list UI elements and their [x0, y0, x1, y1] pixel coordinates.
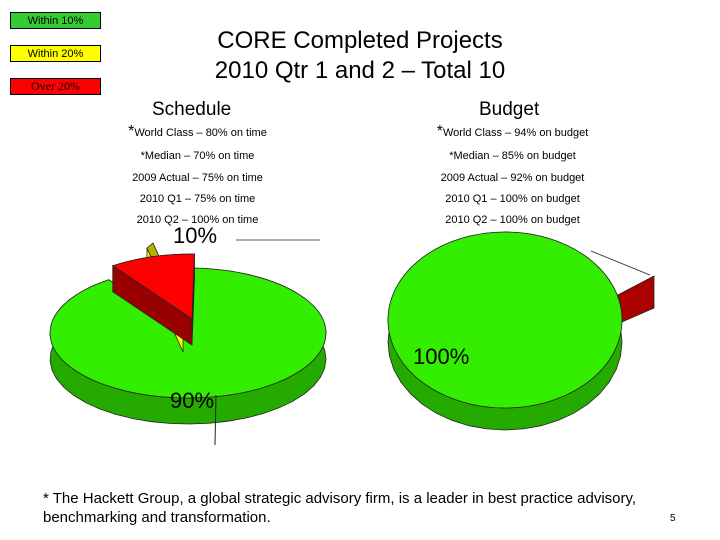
footnote: * The Hackett Group, a global strategic … — [43, 490, 637, 526]
legend-over-20: Over 20% — [10, 78, 101, 95]
legend-label: Over 20% — [31, 79, 80, 93]
slide-title-line1: CORE Completed Projects — [217, 27, 503, 54]
schedule-2010-q2: 2010 Q2 – 100% on time — [136, 214, 259, 226]
legend-label: Within 20% — [27, 47, 84, 60]
schedule-pie-chart: 90% 10% — [49, 223, 327, 446]
budget-2009-actual: 2009 Actual – 92% on budget — [440, 172, 585, 184]
budget-world-class: *World Class – 94% on budget — [405, 123, 620, 141]
schedule-heading: Schedule — [152, 99, 232, 120]
budget-median: *Median – 85% on budget — [449, 150, 576, 162]
slice-within-10 — [387, 231, 623, 431]
asterisk: * — [128, 123, 135, 140]
legend-within-10: Within 10% — [10, 12, 101, 29]
budget-world-class-text: World Class – 94% on budget — [442, 127, 589, 139]
page-number: 5 — [670, 513, 676, 524]
schedule-2010-q1: 2010 Q1 – 75% on time — [139, 193, 256, 205]
legend-label: Within 10% — [27, 14, 84, 27]
legend-within-20: Within 20% — [10, 45, 101, 62]
slide-title-line2: 2010 Qtr 1 and 2 – Total 10 — [214, 57, 506, 84]
budget-heading: Budget — [479, 99, 540, 120]
data-label-within-10: 100% — [413, 344, 469, 369]
budget-pie-chart: 100% — [387, 231, 655, 431]
asterisk: * — [436, 123, 443, 140]
schedule-2009-actual: 2009 Actual – 75% on time — [132, 172, 263, 184]
schedule-world-class: *World Class – 80% on time — [90, 123, 305, 141]
schedule-median: *Median – 70% on time — [140, 150, 255, 162]
schedule-world-class-text: World Class – 80% on time — [134, 127, 267, 139]
data-label-within-10: 90% — [170, 388, 214, 413]
slice-over-20 — [111, 253, 195, 346]
data-label-over-20: 10% — [173, 223, 217, 248]
budget-2010-q1: 2010 Q1 – 100% on budget — [445, 193, 580, 205]
budget-2010-q2: 2010 Q2 – 100% on budget — [445, 214, 580, 226]
